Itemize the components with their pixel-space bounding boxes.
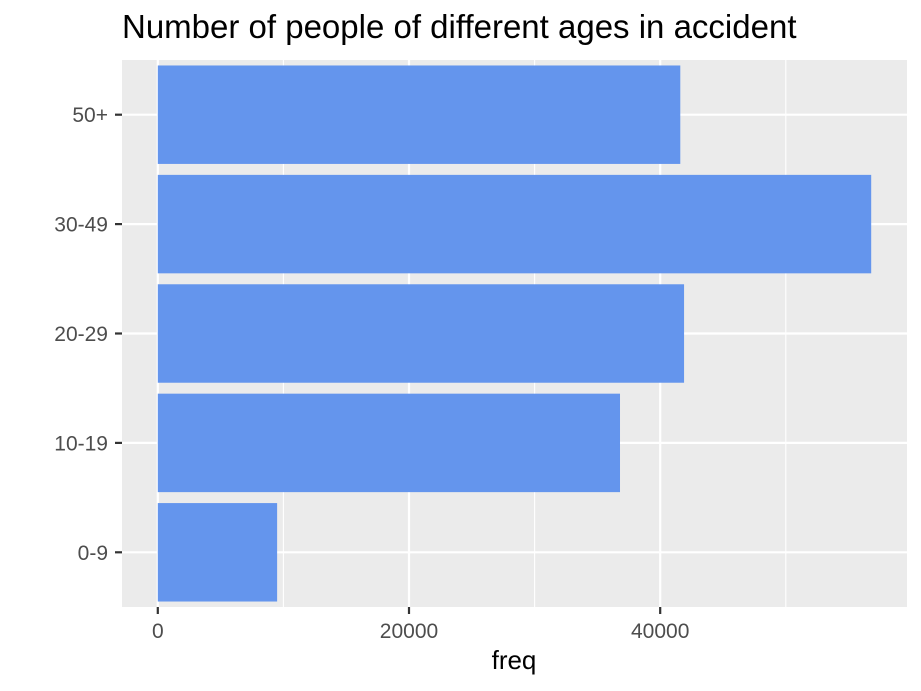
bar-20-29 — [157, 284, 685, 383]
x-tick-label: 20000 — [380, 620, 438, 643]
bar-10-19 — [157, 393, 621, 493]
x-tick-label: 40000 — [631, 620, 689, 643]
bars — [157, 65, 872, 602]
bar-30-49 — [157, 174, 872, 274]
y-tick-label: 50+ — [72, 104, 108, 127]
x-axis: 0 20000 40000 — [152, 607, 689, 643]
y-tick-label: 0-9 — [78, 542, 108, 565]
x-axis-title: freq — [492, 645, 537, 675]
y-tick-label: 10-19 — [54, 432, 108, 455]
chart-title: Number of people of different ages in ac… — [122, 8, 797, 45]
y-tick-label: 20-29 — [54, 323, 108, 346]
bar-0-9 — [157, 503, 278, 602]
y-tick-label: 30-49 — [54, 214, 108, 237]
bar-50+ — [157, 65, 681, 164]
y-axis: 0-9 10-19 20-29 30-49 50+ — [54, 104, 122, 565]
x-tick-label: 0 — [152, 620, 164, 643]
